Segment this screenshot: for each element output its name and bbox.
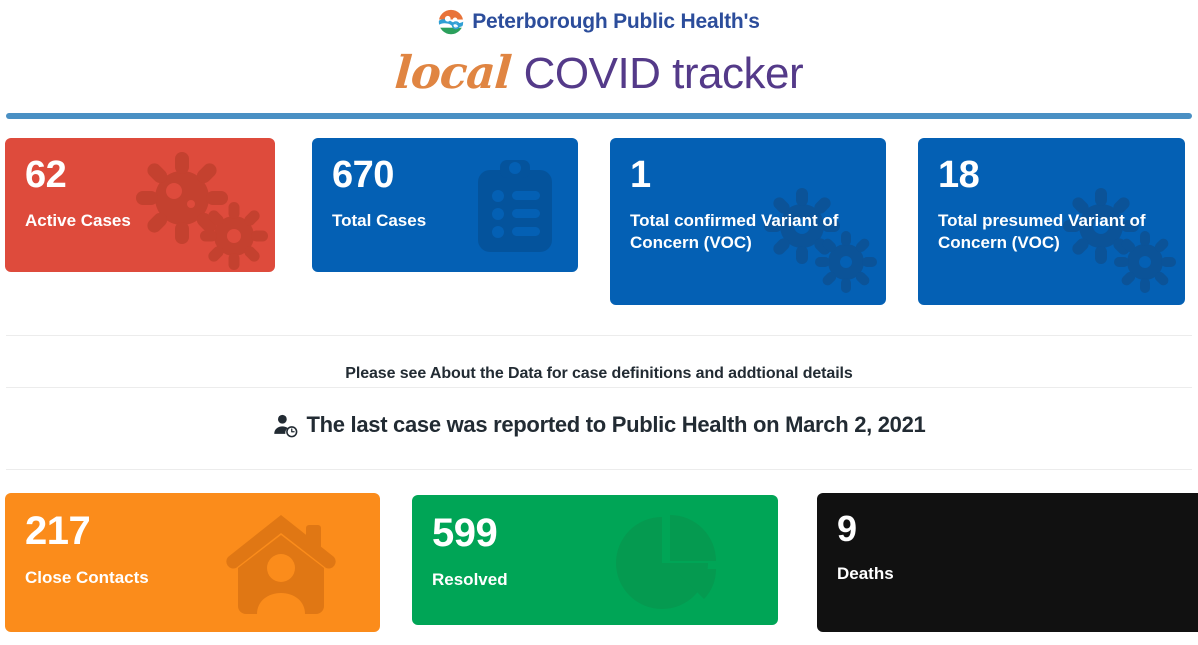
about-the-data-note: Please see About the Data for case defin…: [345, 365, 853, 382]
stat-card-confirmed-voc[interactable]: 1 Total confirmed Variant of Concern (VO…: [610, 138, 886, 305]
section-divider: [6, 335, 1192, 336]
section-divider: [6, 469, 1192, 470]
person-clock-icon: [273, 414, 297, 437]
stat-card-active-cases[interactable]: 62 Active Cases: [5, 138, 275, 272]
stat-value: 217: [25, 509, 91, 553]
stat-value: 62: [25, 154, 67, 196]
stat-label: Total presumed Variant of Concern (VOC): [938, 211, 1146, 252]
page-title: local COVID tracker: [0, 46, 1198, 99]
stat-card-presumed-voc[interactable]: 18 Total presumed Variant of Concern (VO…: [918, 138, 1185, 305]
stat-card-total-cases[interactable]: 670 Total Cases: [312, 138, 578, 272]
last-case-text: The last case was reported to Public Hea…: [306, 412, 926, 437]
peterborough-public-health-logo-icon: [438, 9, 465, 35]
stat-label: Close Contacts: [25, 568, 149, 587]
stat-value: 18: [938, 154, 980, 196]
page-header: Peterborough Public Health's local COVID…: [0, 0, 1198, 99]
stat-label: Total confirmed Variant of Concern (VOC): [630, 211, 839, 252]
stat-card-close-contacts[interactable]: 217 Close Contacts: [5, 493, 380, 632]
organization-line: Peterborough Public Health's: [438, 9, 760, 35]
header-rule: [6, 113, 1192, 119]
stat-label: Resolved: [432, 570, 508, 589]
stat-value: 599: [432, 511, 498, 555]
stat-value: 1: [630, 154, 651, 196]
stat-card-deaths[interactable]: 9 Deaths: [817, 493, 1198, 632]
stat-value: 9: [837, 508, 857, 549]
section-divider: [6, 387, 1192, 388]
last-case-note: The last case was reported to Public Hea…: [0, 412, 1198, 438]
page-title-accent: local: [392, 46, 513, 99]
stat-value: 670: [332, 154, 394, 196]
page-title-main: COVID tracker: [523, 49, 804, 98]
stat-card-resolved[interactable]: 599 Resolved: [412, 495, 778, 625]
organization-name: Peterborough Public Health's: [472, 10, 760, 33]
stat-label: Deaths: [837, 564, 894, 583]
stat-label: Active Cases: [25, 211, 131, 230]
stat-label: Total Cases: [332, 211, 427, 230]
